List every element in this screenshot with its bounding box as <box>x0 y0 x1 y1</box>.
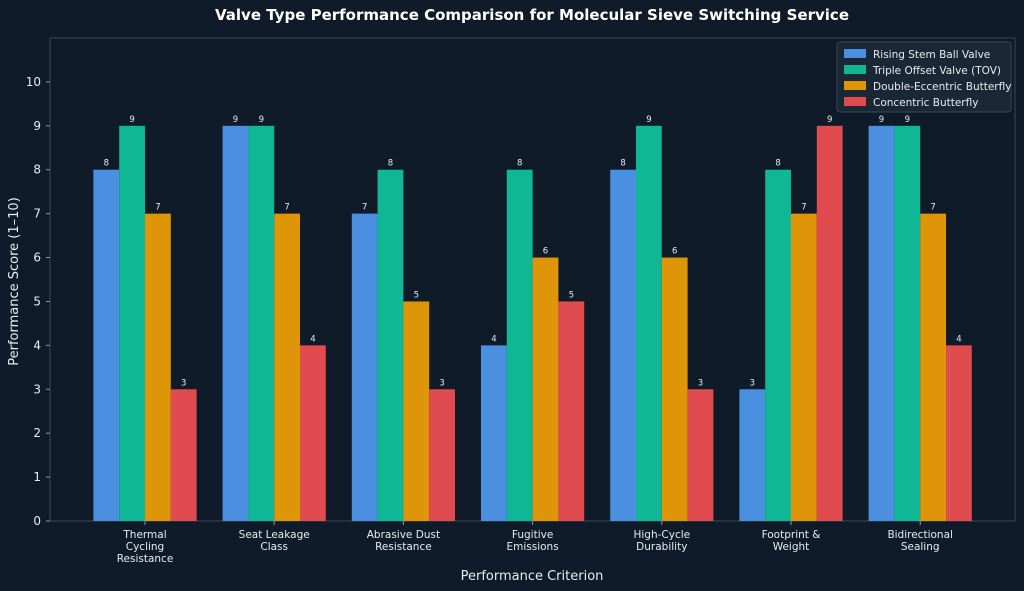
bar <box>351 213 378 522</box>
bar <box>920 213 946 522</box>
y-tick-label: 0 <box>33 514 41 528</box>
data-label: 8 <box>104 159 109 169</box>
legend-swatch <box>844 65 866 74</box>
x-tick-label: Durability <box>636 541 687 553</box>
data-label: 9 <box>259 115 264 125</box>
x-tick-label: Emissions <box>507 541 559 553</box>
data-label: 8 <box>775 159 780 169</box>
bar <box>93 169 120 521</box>
data-label: 9 <box>646 115 651 125</box>
data-label: 8 <box>388 159 393 169</box>
bar <box>868 125 895 522</box>
x-tick-label: Resistance <box>117 553 174 565</box>
legend-swatch <box>844 97 866 106</box>
x-tick-label: Footprint & <box>762 529 821 541</box>
x-tick-label: Bidirectional <box>887 529 953 541</box>
x-tick-label: Cycling <box>126 541 164 553</box>
x-tick-label: Class <box>260 541 288 553</box>
y-tick-label: 6 <box>33 251 41 265</box>
bar <box>532 257 559 521</box>
x-tick-label: Weight <box>773 541 810 553</box>
bar <box>403 301 430 521</box>
data-label: 4 <box>491 334 496 344</box>
y-tick-label: 7 <box>33 207 41 221</box>
x-axis-title: Performance Criterion <box>461 569 604 584</box>
legend-label: Rising Stem Ball Valve <box>873 49 990 61</box>
y-tick-label: 8 <box>33 163 41 177</box>
data-label: 8 <box>517 159 522 169</box>
y-tick-label: 9 <box>33 119 41 133</box>
bar <box>636 125 662 522</box>
bar <box>429 389 455 521</box>
bar <box>506 169 533 521</box>
data-label: 5 <box>414 290 419 300</box>
bar <box>300 345 326 521</box>
data-label: 5 <box>569 290 574 300</box>
bar <box>610 169 636 521</box>
data-label: 7 <box>155 203 160 213</box>
data-label: 4 <box>310 334 315 344</box>
legend-label: Triple Offset Valve (TOV) <box>872 65 1001 77</box>
data-label: 9 <box>827 115 832 125</box>
bar <box>946 345 972 521</box>
x-tick-label: Seat Leakage <box>239 529 310 541</box>
bar <box>145 213 171 522</box>
legend-swatch <box>844 81 866 90</box>
x-tick-label: Thermal <box>122 529 166 541</box>
bar <box>894 125 921 522</box>
data-label: 3 <box>181 378 186 388</box>
data-label: 7 <box>801 203 806 213</box>
bar <box>739 389 766 521</box>
bar <box>481 345 507 521</box>
bar <box>661 257 688 521</box>
bar <box>816 125 843 522</box>
bar <box>274 213 300 522</box>
chart-title: Valve Type Performance Comparison for Mo… <box>215 6 849 24</box>
x-tick-label: Abrasive Dust <box>367 529 440 541</box>
bar <box>170 389 197 521</box>
legend-swatch <box>844 49 866 58</box>
data-label: 6 <box>672 247 677 257</box>
bar <box>791 213 817 522</box>
data-label: 7 <box>930 203 935 213</box>
x-tick-label: Fugitive <box>512 529 553 541</box>
data-label: 9 <box>879 115 884 125</box>
legend-box <box>836 41 1012 113</box>
y-tick-label: 4 <box>33 338 41 352</box>
bar <box>248 125 275 522</box>
y-tick-label: 10 <box>26 75 41 89</box>
y-axis-title: Performance Score (1–10) <box>7 197 22 366</box>
y-tick-label: 3 <box>33 382 41 396</box>
y-tick-label: 2 <box>33 426 41 440</box>
data-label: 9 <box>905 115 910 125</box>
x-tick-label: Resistance <box>375 541 432 553</box>
data-label: 6 <box>543 247 548 257</box>
data-label: 3 <box>698 378 703 388</box>
legend-label: Double-Eccentric Butterfly <box>873 81 1011 93</box>
data-label: 4 <box>956 334 961 344</box>
x-tick-label: High-Cycle <box>633 529 690 541</box>
data-label: 9 <box>129 115 134 125</box>
data-label: 9 <box>233 115 238 125</box>
data-label: 7 <box>284 203 289 213</box>
bar <box>119 125 145 522</box>
data-label: 3 <box>439 378 444 388</box>
bar <box>558 301 585 521</box>
y-tick-label: 5 <box>33 294 41 308</box>
data-label: 3 <box>750 378 755 388</box>
legend-label: Concentric Butterfly <box>873 97 978 109</box>
data-label: 7 <box>362 203 367 213</box>
data-label: 8 <box>620 159 625 169</box>
x-tick-label: Sealing <box>901 541 940 553</box>
bar <box>765 169 791 521</box>
bar <box>222 125 249 522</box>
y-tick-label: 1 <box>33 470 41 484</box>
bar <box>377 169 404 521</box>
bar <box>687 389 714 521</box>
